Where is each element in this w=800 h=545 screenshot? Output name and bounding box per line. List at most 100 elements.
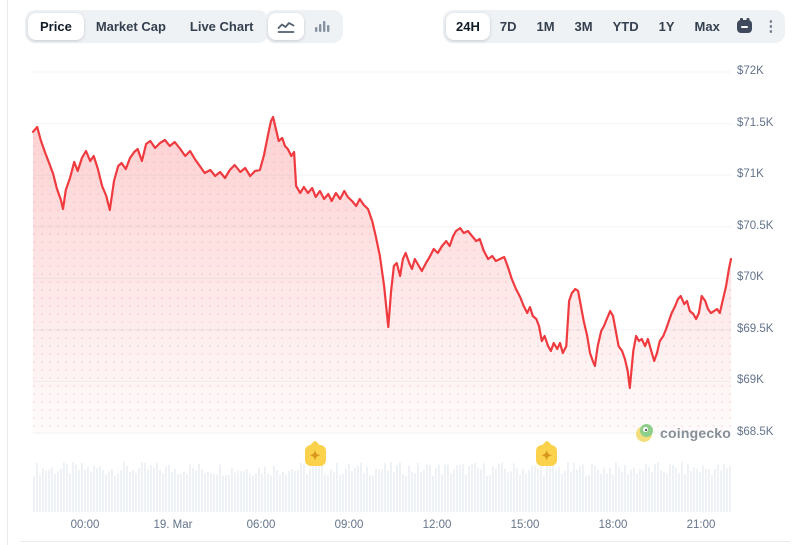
range-ytd[interactable]: YTD [603,13,649,40]
bar-chart-toggle-button[interactable] [304,13,340,40]
bar-chart-icon [315,20,330,32]
x-tick-label: 19. Mar [153,519,193,531]
volume-bar [639,468,641,512]
volume-bar [171,472,173,512]
volume-bar [423,469,425,512]
volume-bar [291,469,293,512]
volume-bar [60,468,62,512]
volume-bar [552,464,554,512]
event-marker[interactable]: ✦ [304,440,326,466]
range-7d[interactable]: 7D [490,13,527,40]
volume-bar [408,465,410,512]
volume-bar [498,463,500,512]
range-3m[interactable]: 3M [565,13,603,40]
volume-bar [336,462,338,512]
tab-market-cap[interactable]: Market Cap [84,13,178,40]
volume-bar [540,466,542,512]
volume-bar [81,463,83,512]
volume-bar [45,470,47,512]
volume-bar [612,474,614,512]
volume-bar [399,462,401,512]
coingecko-watermark: coingecko [636,424,731,442]
volume-bar [237,470,239,512]
volume-bar [699,471,701,512]
volume-bar [453,469,455,512]
bottom-divider [20,541,790,542]
volume-bar [306,474,308,512]
volume-bar [609,468,611,512]
volume-bar [141,462,143,512]
range-1y[interactable]: 1Y [649,13,685,40]
volume-bar [216,474,218,512]
volume-bar [297,469,299,512]
volume-bar [672,464,674,512]
volume-bar [729,465,731,512]
volume-bar [693,467,695,512]
volume-bar [132,470,134,512]
calendar-icon [737,17,753,33]
volume-bar [78,469,80,512]
volume-bar [135,473,137,512]
volume-bar [381,469,383,512]
volume-bar [357,466,359,512]
volume-bar [528,469,530,512]
volume-bar [402,474,404,512]
volume-bar [714,469,716,512]
volume-bar [648,467,650,512]
range-24h[interactable]: 24H [446,13,490,40]
more-options-button[interactable]: ⋮ [760,13,782,40]
volume-bar [282,472,284,512]
event-marker[interactable]: ✦ [536,440,558,466]
volume-bar [234,472,236,512]
volume-bar [195,470,197,512]
volume-bar [711,475,713,512]
line-chart-toggle-button[interactable] [268,13,304,40]
volume-bar [207,471,209,512]
volume-bar [489,474,491,512]
volume-bar [615,462,617,512]
volume-bar [663,472,665,512]
volume-bar [600,474,602,512]
volume-bar [690,470,692,512]
volume-bar [558,467,560,512]
volume-bar [246,468,248,512]
x-tick-label: 15:00 [510,519,540,531]
sparkle-icon: ✦ [541,447,553,463]
volume-bar [573,462,575,512]
volume-bar [330,469,332,512]
range-max[interactable]: Max [685,13,730,40]
volume-bar [168,464,170,512]
time-range-tabs: 24H 7D 1M 3M YTD 1Y Max ⋮ [443,10,785,43]
calendar-button[interactable] [730,13,760,40]
tab-price[interactable]: Price [28,13,84,40]
volume-bar [405,476,407,512]
volume-bar [708,469,710,512]
volume-bar [579,466,581,512]
volume-bar [339,474,341,512]
x-tick-label: 00:00 [70,519,100,531]
volume-bar [570,471,572,512]
volume-bar [243,470,245,512]
volume-bar [588,474,590,512]
volume-bar [321,463,323,512]
volume-bar [618,467,620,512]
y-tick-label: $68.5K [737,426,774,438]
range-1m[interactable]: 1M [526,13,564,40]
volume-bar [543,475,545,512]
volume-bar [492,466,494,512]
y-tick-label: $69K [737,374,764,387]
volume-bar [201,469,203,512]
volume-bar [120,470,122,512]
volume-bar [471,464,473,512]
volume-bar [300,463,302,512]
volume-bar [144,463,146,512]
volume-bar [360,462,362,512]
volume-bar [651,472,653,512]
volume-bar [477,467,479,512]
volume-bar [687,463,689,512]
tab-live-chart[interactable]: Live Chart [178,13,266,40]
volume-bar [462,463,464,512]
volume-bar [660,470,662,512]
volume-bar [390,462,392,512]
